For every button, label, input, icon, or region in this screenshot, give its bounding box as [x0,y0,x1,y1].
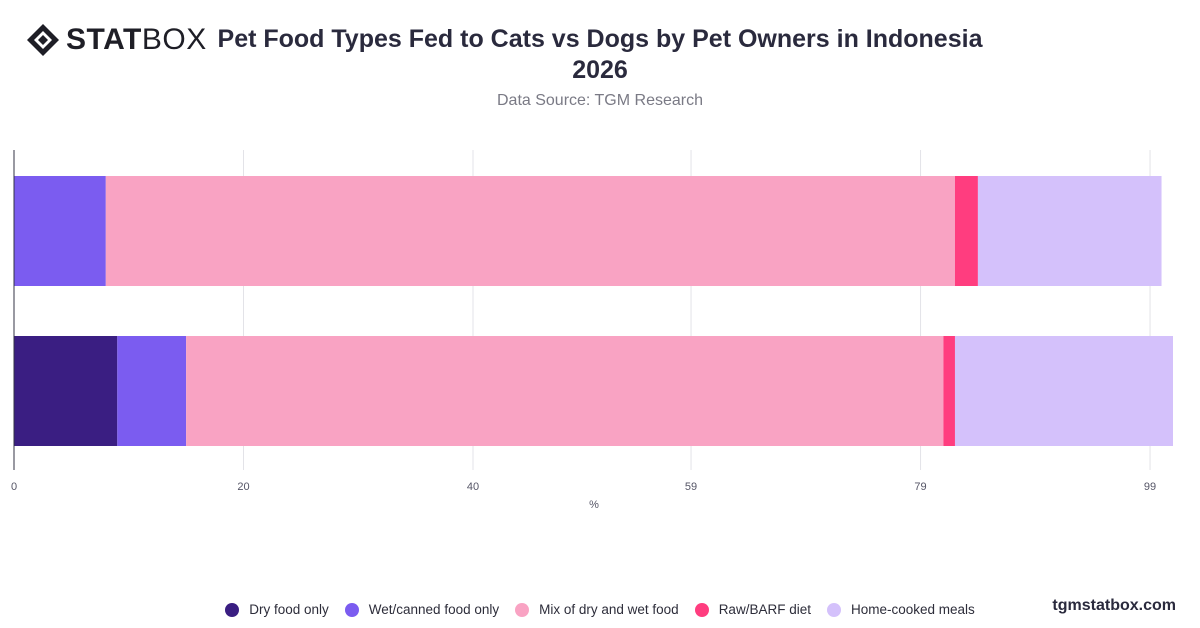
legend-item[interactable]: Home-cooked meals [826,602,975,617]
legend-swatch [826,602,841,617]
legend-swatch [694,602,709,617]
legend-swatch [225,602,240,617]
statbox-logo-icon [27,24,59,56]
legend-item[interactable]: Mix of dry and wet food [515,602,679,617]
chart-legend: Dry food only Wet/canned food only Mix of … [0,602,1200,617]
legend-label: Home-cooked meals [850,602,975,617]
x-tick-label: 0 [11,481,17,493]
bar-segment [977,176,1162,286]
stacked-bar-chart: 0 20 40 59 79 99% [11,150,1173,511]
legend-item[interactable]: Dry food only [225,602,329,617]
legend-label: Wet/canned food only [368,602,500,617]
x-tick-label: 99 [1144,481,1156,493]
x-tick-label: 79 [914,481,926,493]
bar-segment [14,176,106,286]
legend-label: Dry food only [249,602,329,617]
watermark: tgmstatbox.com [1052,597,1176,614]
legend-label: Raw/BARF diet [718,602,811,617]
logo-text: STATBOX [66,25,207,55]
x-tick-label: 59 [685,481,697,493]
bar-segment [954,176,978,286]
legend-item[interactable]: Raw/BARF diet [694,602,811,617]
logo-text-light: BOX [141,23,207,56]
x-axis-label: % [589,499,599,511]
legend-item[interactable]: Wet/canned food only [344,602,500,617]
x-tick-label: 40 [467,481,479,493]
legend-swatch [515,602,530,617]
legend-label: Mix of dry and wet food [539,602,679,617]
bar-segment [105,176,955,286]
bar-segment [14,336,118,446]
bar-segment [117,336,187,446]
bar-segment [186,336,944,446]
logo-text-bold: STAT [66,23,142,56]
statbox-logo: STATBOX [26,22,207,58]
chart-subtitle: Data Source: TGM Research [496,92,703,109]
x-tick-label: 20 [237,481,249,493]
bar-segment [943,336,955,446]
bar-segment [954,336,1173,446]
legend-swatch [344,602,359,617]
chart-title: Pet Food Types Fed to Cats vs Dogs by Pe… [217,25,983,84]
